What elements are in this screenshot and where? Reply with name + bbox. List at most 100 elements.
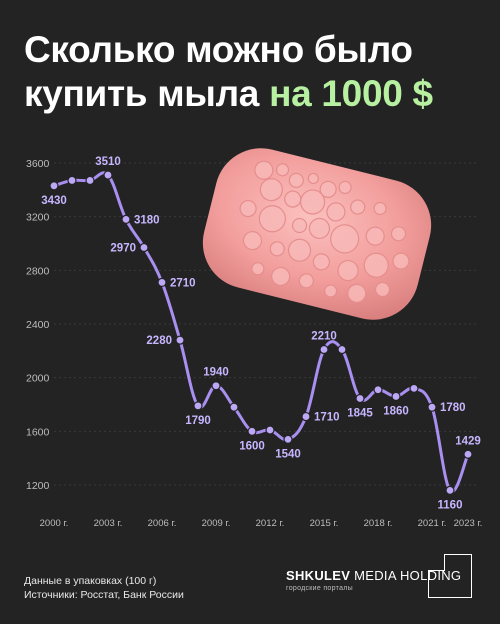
data-label: 2210 <box>311 330 337 342</box>
data-point <box>229 402 239 412</box>
data-points <box>49 170 473 495</box>
data-label: 1780 <box>440 402 466 414</box>
data-label: 2280 <box>146 335 172 347</box>
data-point <box>139 242 149 253</box>
data-label: 1540 <box>275 448 301 460</box>
x-tick-label: 2021 г. <box>418 518 447 529</box>
data-point <box>265 425 275 435</box>
y-tick-label: 2400 <box>26 319 50 331</box>
data-point <box>427 402 437 412</box>
brand-name: SHKULEV MEDIA HOLDING <box>286 568 461 583</box>
data-point <box>193 401 203 411</box>
soap-bubble <box>269 241 285 257</box>
soap-bubble <box>319 180 337 198</box>
data-point <box>301 411 311 422</box>
data-label: 3510 <box>95 156 121 168</box>
data-point <box>355 393 365 404</box>
data-point <box>67 175 77 186</box>
soap-bubble <box>300 189 326 215</box>
data-label: 2710 <box>170 277 196 289</box>
brand-rest: MEDIA HOLDING <box>350 568 462 583</box>
data-point <box>85 175 95 186</box>
y-tick-label: 2000 <box>26 373 50 385</box>
soap-bubble <box>350 199 366 215</box>
soap-bubble <box>324 284 338 298</box>
y-tick-label: 3200 <box>26 212 50 224</box>
x-tick-label: 2015 г. <box>310 518 339 529</box>
chart-title: Сколько можно было купить мыла на 1000 $ <box>24 28 484 116</box>
x-tick-label: 2006 г. <box>148 518 177 529</box>
soap-bubble <box>326 202 346 222</box>
data-label: 3180 <box>134 214 160 226</box>
soap-bubble <box>275 163 290 177</box>
brand-subtitle: городские порталы <box>286 585 353 592</box>
data-point <box>319 344 329 355</box>
y-tick-label: 1200 <box>26 480 50 492</box>
soap-bubble <box>373 201 387 216</box>
soap-bubble <box>330 224 360 254</box>
data-point <box>409 383 419 393</box>
data-label: 1940 <box>203 367 229 379</box>
title-main: Сколько можно было купить мыла <box>24 29 413 114</box>
data-point <box>445 485 455 495</box>
soap-bubble <box>271 266 291 287</box>
y-tick-label: 3600 <box>26 158 50 170</box>
soap-bubble <box>307 172 319 185</box>
x-tick-label: 2012 г. <box>256 518 285 529</box>
soap-bubble <box>239 199 257 218</box>
soap-bubble <box>365 226 385 246</box>
x-tick-label: 2018 г. <box>364 518 393 529</box>
data-labels: 3430 3510 3180 2970 2710 2280 1790 1940 1600 1540… <box>41 156 481 511</box>
data-point <box>283 434 293 444</box>
x-tick-label: 2023 г. <box>454 518 483 529</box>
soap-bubble <box>338 180 352 195</box>
x-axis: 2000 г. 2003 г. 2006 г. 2009 г. 2012 г. 2015 … <box>40 518 483 529</box>
data-point <box>391 391 401 402</box>
x-tick-label: 2003 г. <box>94 518 123 529</box>
data-point <box>49 181 59 191</box>
soap-bubble <box>363 252 389 278</box>
soap-bubble <box>254 160 274 180</box>
data-label: 1710 <box>314 412 340 424</box>
soap-bubble <box>312 253 330 271</box>
data-label: 1790 <box>185 415 211 427</box>
x-tick-label: 2000 г. <box>40 518 69 529</box>
data-point <box>103 170 113 180</box>
soap-bubble <box>258 205 286 233</box>
data-point <box>175 335 185 345</box>
y-tick-label: 1600 <box>26 426 50 438</box>
data-label: 1160 <box>438 499 463 511</box>
brand-bold: SHKULEV <box>286 568 351 583</box>
soap-bubble <box>288 172 304 189</box>
sources-note: Источники: Росстат, Банк России <box>24 589 184 601</box>
x-tick-label: 2009 г. <box>202 518 231 529</box>
soap-bubble <box>291 217 308 234</box>
brand-logo-icon <box>427 553 472 598</box>
soap-bubble <box>251 262 265 276</box>
soap-bubble <box>392 252 410 270</box>
footer-notes: Данные в упаковках (100 г) Источники: Ро… <box>24 574 184 602</box>
y-tick-label: 2800 <box>26 265 50 277</box>
data-label: 2970 <box>110 243 136 255</box>
data-point <box>337 344 347 355</box>
data-point <box>157 277 167 288</box>
soap-bubble <box>298 273 314 289</box>
data-label: 1845 <box>347 407 373 419</box>
data-label: 3430 <box>41 195 67 207</box>
data-label: 1600 <box>239 440 265 452</box>
units-note: Данные в упаковках (100 г) <box>24 575 157 587</box>
soap-bubbles <box>239 160 410 303</box>
soap-bubble <box>390 226 407 242</box>
soap-bubble <box>287 238 312 262</box>
soap-bubble <box>259 178 283 202</box>
soap-bubble <box>374 281 391 298</box>
soap-bubble <box>308 217 331 240</box>
data-point <box>373 385 383 395</box>
data-point <box>247 426 257 436</box>
y-axis: 1200 1600 2000 2400 2800 3200 3600 <box>26 158 50 492</box>
data-point <box>211 381 221 391</box>
soap-bar-illustration <box>202 148 432 320</box>
data-point <box>121 214 131 224</box>
soap-bubble <box>242 230 263 251</box>
